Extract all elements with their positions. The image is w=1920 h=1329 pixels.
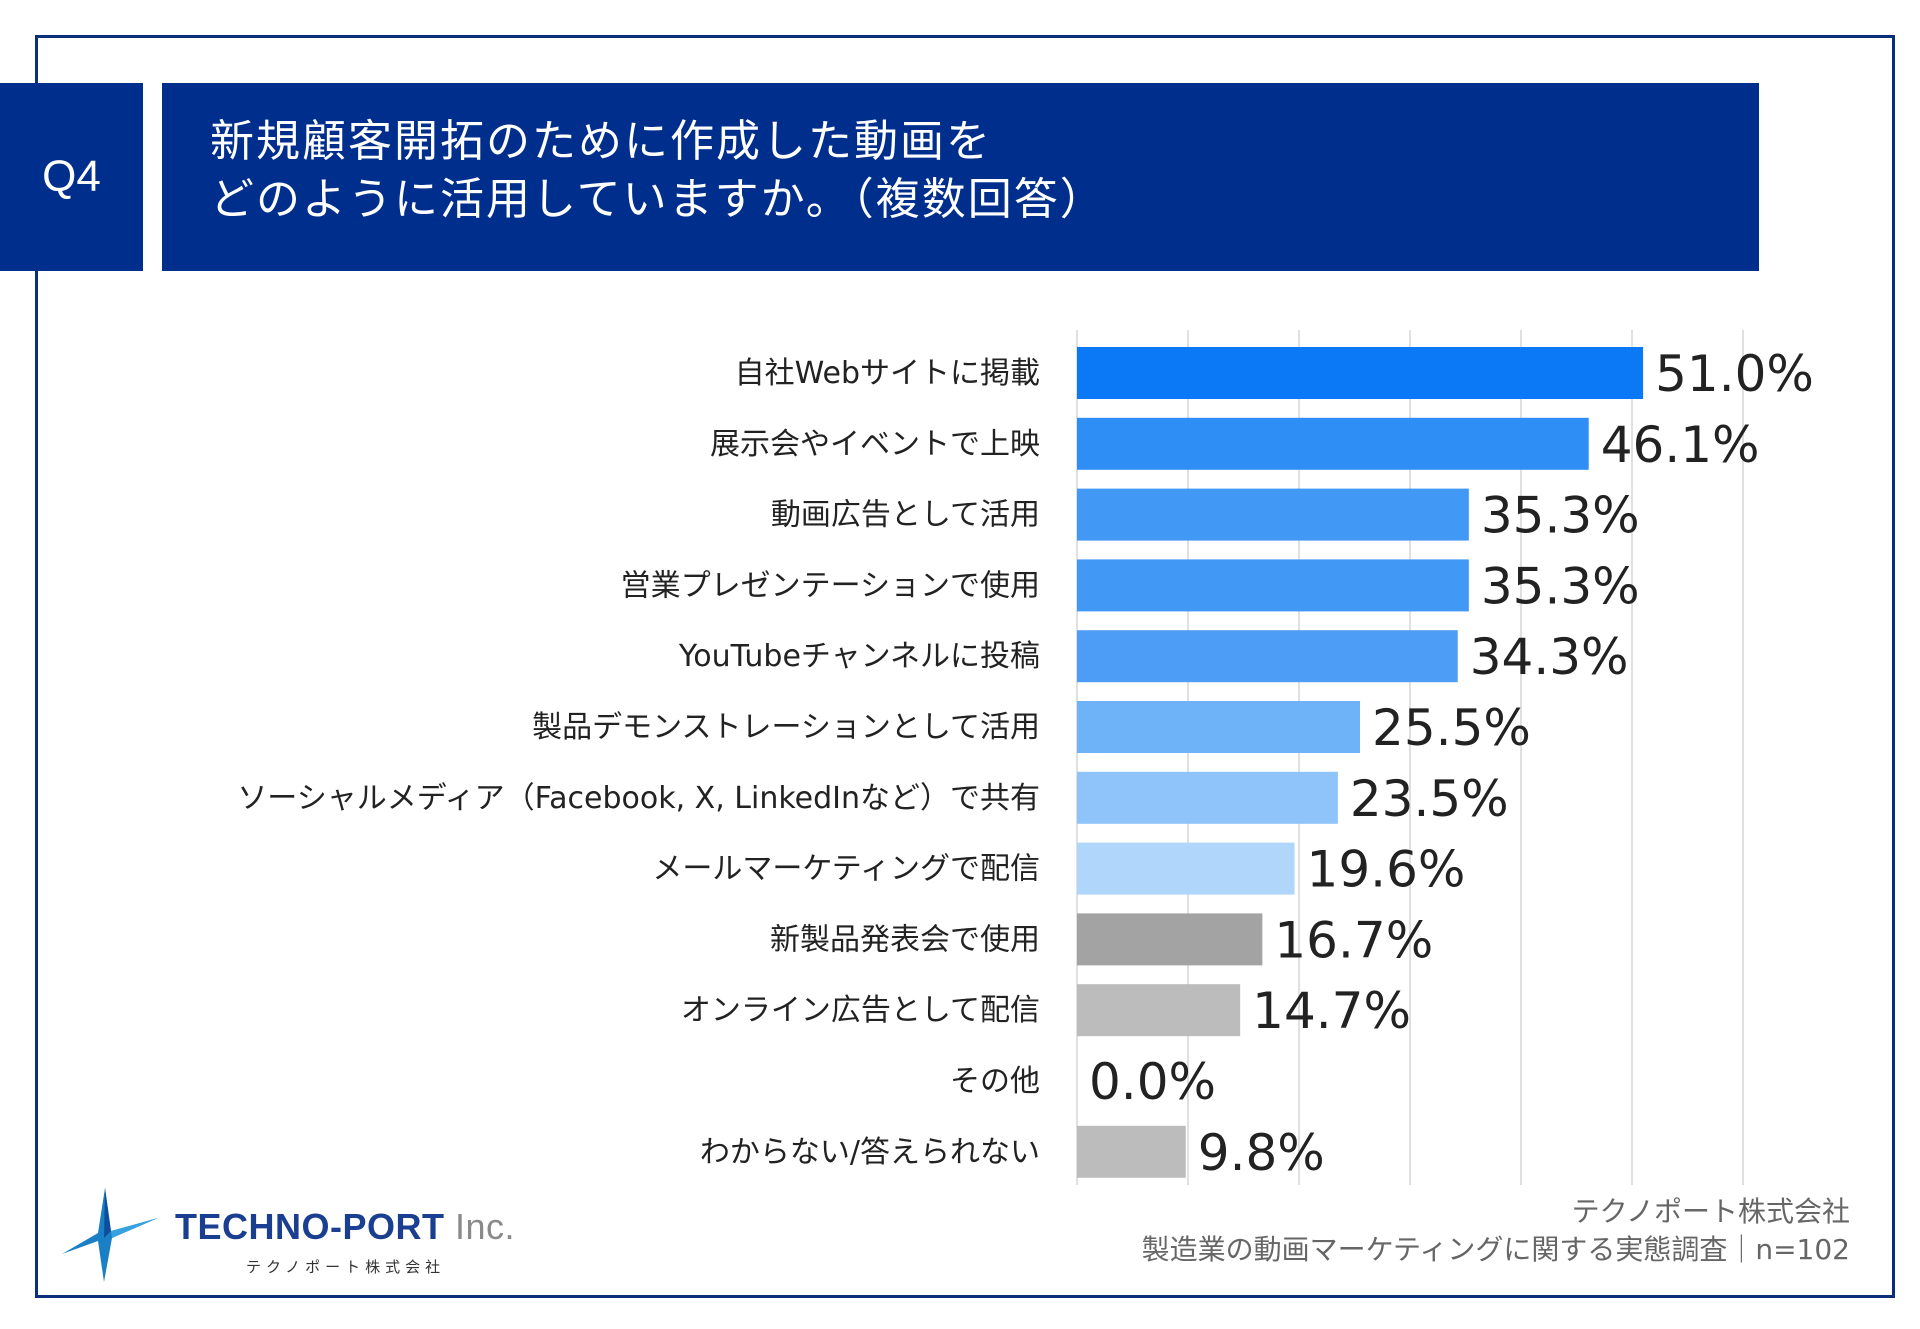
category-label: わからない/答えられない — [700, 1135, 1040, 1170]
category-label: オンライン広告として配信 — [681, 993, 1040, 1028]
question-title-line2: どのように活用していますか。（複数回答） — [210, 174, 1106, 225]
value-label: 0.0% — [1089, 1053, 1216, 1111]
value-label: 34.3% — [1470, 628, 1629, 686]
value-label: 25.5% — [1372, 699, 1531, 757]
bar — [1077, 842, 1295, 895]
source-company: テクノポート株式会社 — [1571, 1195, 1850, 1228]
bar — [1077, 347, 1644, 399]
category-label: 動画広告として活用 — [771, 498, 1040, 533]
category-label: 新製品発表会で使用 — [770, 922, 1040, 957]
category-label: 製品デモンストレーションとして活用 — [532, 710, 1040, 745]
slide-frame — [35, 35, 1895, 1298]
bar — [1077, 771, 1338, 824]
category-label: その他 — [950, 1064, 1040, 1099]
category-label: メールマーケティングで配信 — [652, 852, 1040, 887]
company-logo: TECHNO-PORT Inc. テクノポート株式会社 — [60, 1186, 540, 1286]
bar — [1077, 559, 1469, 612]
value-label: 16.7% — [1274, 911, 1433, 969]
value-label: 35.3% — [1481, 557, 1640, 615]
chart-bars — [1077, 347, 1644, 1178]
logo-wordmark: TECHNO-PORT Inc. — [175, 1206, 515, 1248]
chart-gridlines — [1076, 330, 1744, 1185]
value-label: 23.5% — [1350, 770, 1509, 828]
value-label: 19.6% — [1307, 841, 1466, 899]
value-label: 46.1% — [1601, 416, 1760, 474]
question-title-line1: 新規顧客開拓のために作成した動画を — [210, 116, 992, 167]
logo-mark-icon — [62, 1188, 158, 1282]
category-label: 自社Webサイトに掲載 — [735, 356, 1040, 391]
bar — [1077, 417, 1589, 470]
logo-name: TECHNO-PORT — [175, 1206, 445, 1247]
bar — [1077, 1125, 1186, 1178]
category-label: ソーシャルメディア（Facebook, X, LinkedInなど）で共有 — [237, 781, 1040, 816]
bar — [1077, 913, 1263, 966]
question-number-badge: Q4 — [0, 83, 143, 271]
value-label: 14.7% — [1252, 982, 1411, 1040]
category-label: 展示会やイベントで上映 — [710, 427, 1040, 462]
bar — [1077, 701, 1361, 753]
value-label: 35.3% — [1481, 487, 1640, 545]
category-label: 営業プレゼンテーションで使用 — [621, 568, 1040, 603]
chart-category-labels: 自社Webサイトに掲載展示会やイベントで上映動画広告として活用営業プレゼンテーシ… — [237, 356, 1040, 1170]
bar — [1077, 630, 1458, 683]
value-label: 51.0% — [1655, 345, 1814, 403]
bar — [1077, 984, 1241, 1037]
question-title-banner: 新規顧客開拓のために作成した動画を どのように活用していますか。（複数回答） — [162, 83, 1759, 271]
source-note: テクノポート株式会社 製造業の動画マーケティングに関する実態調査｜n=102 — [1142, 1193, 1850, 1269]
bar — [1077, 488, 1469, 541]
question-number: Q4 — [42, 152, 101, 201]
category-label: YouTubeチャンネルに投稿 — [678, 639, 1040, 674]
logo-suffix: Inc. — [444, 1206, 516, 1247]
source-survey: 製造業の動画マーケティングに関する実態調査｜n=102 — [1141, 1233, 1850, 1266]
logo-subtitle: テクノポート株式会社 — [246, 1258, 446, 1276]
value-label: 9.8% — [1198, 1124, 1325, 1182]
chart-value-labels: 51.0% 46.1% 35.3% 35.3% 34.3% 25.5% 23.5% 19.6%… — [1089, 345, 1814, 1182]
